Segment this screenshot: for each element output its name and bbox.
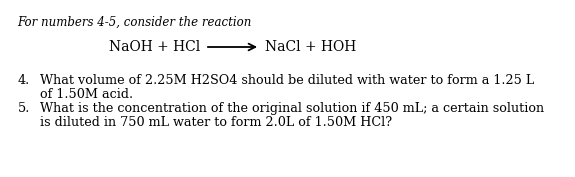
Text: is diluted in 750 mL water to form 2.0L of 1.50M HCl?: is diluted in 750 mL water to form 2.0L … (40, 116, 392, 129)
Text: NaOH + HCl: NaOH + HCl (109, 40, 200, 54)
Text: of 1.50M acid.: of 1.50M acid. (40, 88, 133, 101)
Text: For numbers 4-5, consider the reaction: For numbers 4-5, consider the reaction (17, 16, 252, 29)
Text: What is the concentration of the original solution if 450 mL; a certain solution: What is the concentration of the origina… (40, 102, 544, 115)
Text: NaCl + HOH: NaCl + HOH (265, 40, 356, 54)
Text: 5.: 5. (18, 102, 30, 115)
Text: What volume of 2.25M H2SO4 should be diluted with water to form a 1.25 L: What volume of 2.25M H2SO4 should be dil… (40, 74, 534, 87)
Text: 4.: 4. (18, 74, 30, 87)
